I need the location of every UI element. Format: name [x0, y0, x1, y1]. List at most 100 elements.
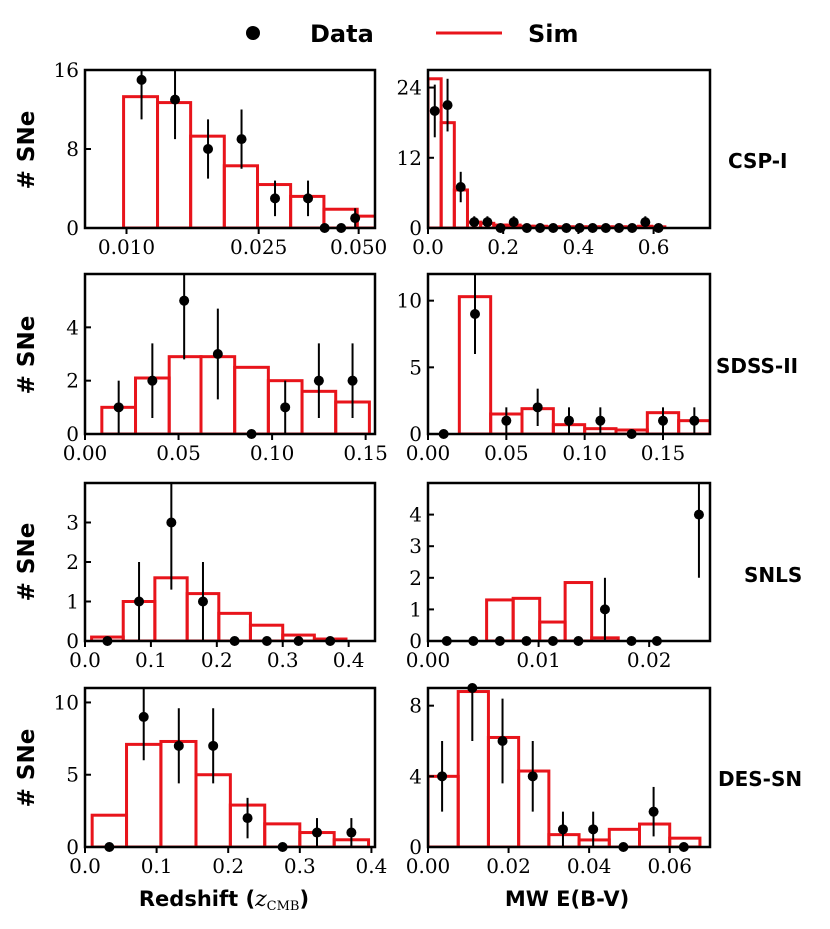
sim-bar: [547, 833, 581, 847]
panel-snls-redshift: 0 1 2 3 0.0 0.1 0.2 0.3 0.4: [66, 481, 377, 672]
panel-sdss-ii-redshift: 0 2 4 0.00 0.05 0.10 0.15: [63, 272, 388, 465]
sim-bar: [194, 773, 232, 847]
data-point: [437, 771, 448, 782]
y-tick-label: 3: [409, 534, 422, 558]
data-point: [170, 94, 181, 105]
plot-area: [485, 483, 700, 641]
data-point: [136, 74, 147, 85]
x-tick-label: 0.00: [406, 854, 451, 878]
y-tick-label: 3: [66, 511, 79, 535]
sim-bar: [668, 836, 702, 847]
x-tick-label: 0.00: [63, 441, 108, 465]
y-tick-label: 1: [409, 597, 422, 621]
x-tick-label: 0.04: [567, 854, 612, 878]
x-tick-label: 0.1: [141, 854, 173, 878]
x-tick-label: 0.3: [267, 648, 299, 672]
x-tick-label: 0.0: [69, 648, 101, 672]
data-point: [508, 217, 519, 228]
plot-area: [100, 274, 371, 434]
data-point: [166, 517, 177, 528]
sim-bar: [355, 214, 375, 228]
x-tick-label: 0.15: [343, 441, 388, 465]
y-tick-label: 24: [397, 76, 422, 100]
sim-bar: [511, 596, 542, 641]
data-point: [236, 134, 247, 145]
data-point: [312, 827, 322, 838]
x-tick-label: 0.02: [627, 648, 672, 672]
x-tick-label: 0.2: [212, 854, 244, 878]
xlabel-redshift-z: z: [254, 887, 267, 912]
axes-frame: [426, 68, 712, 230]
data-point: [599, 604, 610, 615]
data-point: [557, 824, 568, 835]
data-point: [303, 193, 314, 204]
x-tick-label: 0.2: [201, 648, 233, 672]
sim-bar: [428, 774, 460, 847]
sim-bar: [638, 822, 672, 847]
row-label-sdss: SDSS-II: [716, 354, 798, 378]
x-tick-label: 0.4: [356, 854, 388, 878]
data-point: [138, 711, 149, 722]
x-tick-label: 0.06: [647, 854, 692, 878]
sim-bar: [517, 769, 551, 847]
x-tick-label: 0.10: [562, 441, 607, 465]
data-point: [134, 596, 145, 607]
data-point: [564, 415, 574, 426]
data-point: [455, 182, 466, 193]
data-point: [242, 813, 253, 824]
data-point: [658, 415, 668, 426]
plot-area: [90, 688, 371, 847]
axes-frame: [83, 481, 377, 643]
legend-data-marker: [246, 26, 260, 40]
sim-bar: [486, 735, 521, 847]
ylabel-row-1: # SNe: [14, 111, 40, 190]
data-point: [197, 596, 208, 607]
sim-bar: [167, 355, 203, 434]
x-tick-label: 0.6: [638, 235, 670, 259]
data-point: [689, 415, 700, 426]
data-point: [482, 217, 493, 228]
xlabel-redshift-text: Redshift (: [139, 887, 255, 911]
data-point: [270, 193, 281, 204]
plot-area: [122, 70, 375, 228]
y-tick-label: 1: [66, 590, 79, 614]
data-point: [212, 349, 223, 359]
axes-frame: [83, 68, 377, 230]
legend-data-label: Data: [310, 20, 374, 48]
data-point: [648, 806, 659, 817]
sim-bar: [485, 598, 515, 641]
data-point: [429, 105, 440, 116]
data-point: [203, 144, 214, 154]
panel-des-sn-e-b-v-: 0 4 8 0.00 0.02 0.04 0.06: [406, 683, 712, 878]
panel-des-sn-redshift: 0 5 10 0.0 0.1 0.2 0.3 0.4: [54, 686, 388, 878]
xlabel-redshift: Redshift (zCMB): [139, 887, 309, 914]
data-point: [497, 736, 508, 746]
data-point: [501, 415, 512, 426]
x-tick-label: 0.02: [486, 854, 531, 878]
data-point: [346, 827, 357, 838]
row-label-des: DES-SN: [718, 767, 802, 791]
x-tick-label: 0.2: [487, 235, 519, 259]
x-tick-label: 0.05: [156, 441, 201, 465]
x-tick-label: 0.05: [484, 441, 529, 465]
y-tick-label: 0: [409, 835, 422, 859]
data-point: [470, 309, 480, 319]
y-tick-label: 0: [409, 629, 422, 653]
y-tick-label: 8: [409, 694, 422, 718]
sim-bar: [563, 581, 594, 641]
ylabel-row-3: # SNe: [14, 523, 40, 602]
data-point: [280, 402, 291, 413]
x-tick-label: 0.00: [406, 648, 451, 672]
data-point: [442, 100, 453, 111]
y-tick-label: 10: [397, 289, 422, 313]
y-tick-label: 4: [66, 315, 79, 339]
y-tick-label: 4: [409, 503, 422, 527]
y-tick-label: 0: [66, 422, 79, 446]
y-tick-label: 0: [409, 422, 422, 446]
x-tick-label: 0.3: [284, 854, 316, 878]
axes-frame: [426, 686, 712, 849]
x-tick-label: 0.01: [516, 648, 561, 672]
ylabel-row-4: # SNe: [14, 729, 40, 808]
data-point: [640, 217, 651, 228]
